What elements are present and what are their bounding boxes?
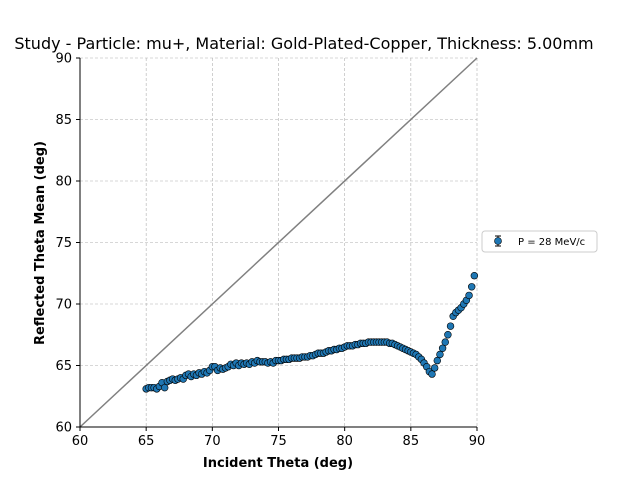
legend-label: P = 28 MeV/c bbox=[518, 237, 585, 248]
y-tick-label: 65 bbox=[55, 359, 72, 374]
data-point bbox=[465, 291, 473, 300]
legend-box bbox=[481, 230, 598, 253]
data-point bbox=[160, 383, 169, 392]
x-tick-label: 80 bbox=[336, 434, 353, 449]
x-tick-label: 90 bbox=[469, 434, 486, 449]
data-point bbox=[433, 356, 441, 365]
x-tick-label: 75 bbox=[270, 434, 287, 449]
data-point bbox=[430, 364, 439, 372]
legend-marker bbox=[494, 237, 502, 245]
data-point bbox=[428, 370, 436, 378]
y-axis-label: Reflected Theta Mean (deg) bbox=[33, 141, 48, 345]
y-tick-label: 85 bbox=[55, 113, 72, 128]
y-ticks: 60 65 70 75 80 85 90 bbox=[55, 52, 80, 436]
x-tick-label: 70 bbox=[204, 434, 221, 449]
y-tick-label: 80 bbox=[55, 175, 72, 190]
data-points bbox=[142, 272, 479, 393]
x-tick-label: 65 bbox=[138, 434, 155, 449]
x-axis-label: Incident Theta (deg) bbox=[203, 456, 353, 471]
y-tick-label: 90 bbox=[55, 52, 72, 67]
data-point bbox=[436, 350, 444, 359]
x-tick-label: 85 bbox=[403, 434, 420, 449]
data-point bbox=[468, 283, 476, 291]
x-ticks: 60 65 70 75 80 85 90 bbox=[72, 427, 486, 449]
y-tick-label: 75 bbox=[55, 236, 72, 251]
data-point bbox=[444, 331, 452, 339]
y-tick-label: 70 bbox=[55, 298, 72, 313]
data-point bbox=[438, 344, 447, 352]
legend: P = 28 MeV/c bbox=[481, 230, 598, 253]
data-point bbox=[470, 272, 479, 280]
data-point bbox=[441, 338, 449, 346]
reference-line bbox=[79, 57, 478, 428]
y-tick-label: 60 bbox=[55, 421, 72, 436]
x-tick-label: 60 bbox=[72, 434, 89, 449]
data-point bbox=[446, 322, 455, 330]
chart-title: Study - Particle: mu+, Material: Gold-Pl… bbox=[14, 34, 593, 53]
